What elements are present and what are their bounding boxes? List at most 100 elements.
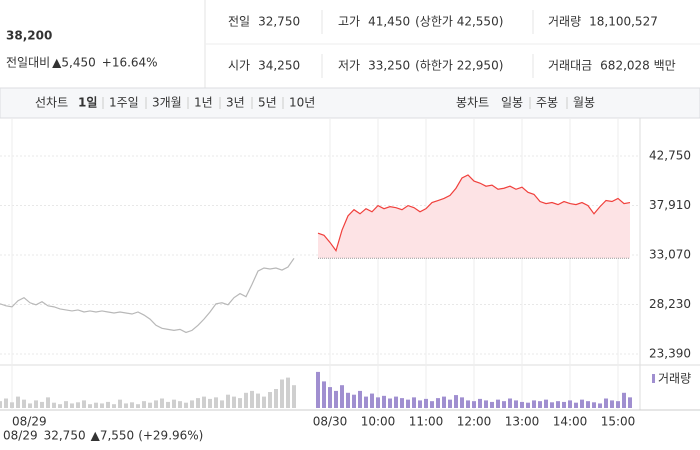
period-tab[interactable]: 1주일 [109,96,139,110]
volume-bar [154,400,158,408]
volume-bar [226,394,230,408]
volume-bar [424,398,428,408]
volume-bar [190,400,194,408]
tab-group-label: 선차트 [35,96,68,110]
area-fill [318,174,630,259]
volume-bar [88,404,92,408]
volume-bar [52,402,56,408]
volume-bar [514,400,518,408]
stat-value: 41,450 [368,15,410,29]
x-tick-label: 14:00 [553,415,588,429]
volume-bar [286,377,290,408]
footer-pct: (+29.96%) [138,429,203,443]
volume-bar [58,404,62,408]
period-tab[interactable]: 1년 [194,96,213,110]
volume-bar [148,402,152,408]
candle-tab[interactable]: 주봉 [536,96,558,110]
volume-bar [472,401,476,408]
volume-bar [382,395,386,408]
volume-bar [172,399,176,408]
volume-bar [322,381,326,408]
stat-label: 저가 [338,59,360,73]
legend-swatch [652,374,655,383]
volume-bar [550,402,554,408]
volume-bar [94,402,98,408]
period-tab[interactable]: 1일 [78,96,97,110]
volume-bar [0,401,2,408]
x-tick-label: 08/30 [313,415,348,429]
volume-bar [520,401,524,408]
volume-bar [622,392,626,408]
x-tick-label: 15:00 [601,415,636,429]
x-tick-label: 10:00 [361,415,396,429]
volume-bar [388,398,392,408]
volume-bar [448,399,452,408]
volume-bar [346,392,350,408]
volume-bar [106,401,110,408]
volume-bar [136,404,140,408]
volume-bar [376,397,380,408]
x-tick-label: 12:00 [457,415,492,429]
volume-bar [256,393,260,408]
volume-bar [250,390,254,408]
stat-label: 거래량 [548,15,581,29]
volume-bar [244,392,248,408]
stat-note: (상한가 42,550) [415,15,503,29]
change-pct: +16.64% [102,56,158,70]
volume-bar [592,402,596,408]
volume-bar [352,394,356,408]
volume-bar [370,393,374,408]
volume-bar [538,401,542,408]
volume-bar [610,400,614,408]
volume-bar [22,399,26,408]
volume-bar [28,403,32,408]
volume-bar [232,396,236,408]
volume-bar [544,399,548,408]
volume-bar [262,396,266,408]
price: 38,200 [6,29,52,43]
candle-tab[interactable]: 일봉 [501,96,523,110]
volume-bar [508,398,512,408]
volume-bar [142,401,146,408]
volume-bar [412,397,416,408]
volume-bar [484,400,488,408]
candle-tab[interactable]: 월봉 [573,96,595,110]
stat-label: 거래대금 [548,59,592,73]
footer-date: 08/29 [3,429,38,443]
volume-bar [436,398,440,408]
volume-bar [46,397,50,408]
volume-bar [442,396,446,408]
volume-bar [466,400,470,408]
volume-bar [214,397,218,408]
volume-bar [82,400,86,408]
volume-bar [100,403,104,408]
volume-bar [364,396,368,408]
volume-bar [292,385,296,408]
volume-bar [238,398,242,408]
volume-bar [340,385,344,408]
volume-bar [316,371,320,408]
volume-bar [76,402,80,408]
volume-bar [430,401,434,408]
stat-value: 32,750 [258,15,300,29]
volume-bar [496,399,500,408]
period-tab[interactable]: 10년 [289,96,315,110]
volume-bar [124,403,128,408]
volume-bar [328,387,332,408]
period-tab[interactable]: 5년 [258,96,277,110]
volume-bar [460,397,464,408]
volume-bar [16,396,20,408]
volume-bar [358,390,362,408]
period-tab[interactable]: 3년 [226,96,245,110]
y-tick-label: 23,390 [649,347,691,361]
volume-bar [598,403,602,408]
volume-bar [562,401,566,408]
volume-bar [268,392,272,408]
stat-label: 전일 [228,15,250,29]
period-tab[interactable]: 3개월 [152,96,182,110]
volume-bar [406,399,410,408]
stat-value: 18,100,527 [589,15,658,29]
change: ▲5,450 [52,56,96,70]
volume-bar [586,401,590,408]
